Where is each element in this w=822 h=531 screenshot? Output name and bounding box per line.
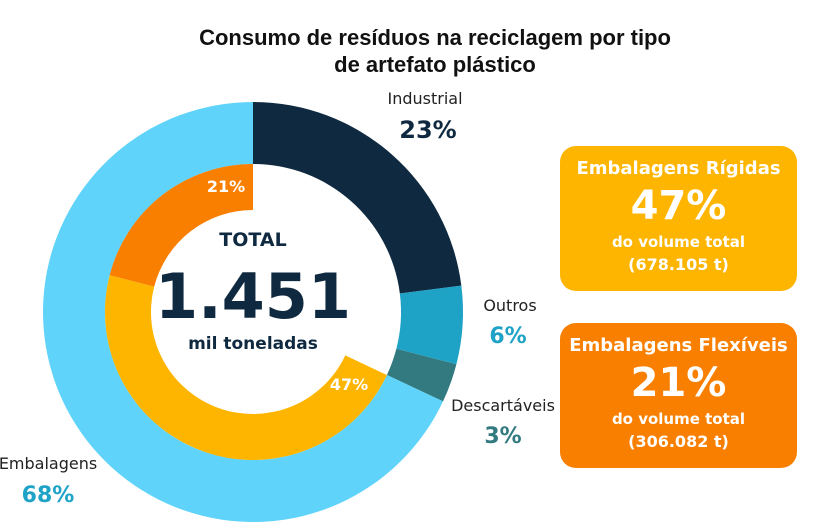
inner-label-flexiveis: 21% <box>207 177 245 196</box>
card-rigid-percent: 47% <box>630 183 727 229</box>
card-flexible-packaging: Embalagens Flexíveis 21% do volume total… <box>560 323 797 468</box>
label-embalagens-value: 68% <box>22 483 75 508</box>
inner-label-rigidas: 47% <box>330 375 368 394</box>
card-rigid-title: Embalagens Rígidas <box>576 158 781 179</box>
chart-title-line-1: Consumo de resíduos na reciclagem por ti… <box>199 25 671 50</box>
chart-title-line-2: de artefato plástico <box>334 52 536 77</box>
card-flex-volume: (306.082 t) <box>628 432 729 451</box>
card-flex-subtitle: do volume total <box>611 410 746 428</box>
center-total-label: TOTAL <box>219 229 286 251</box>
card-flex-percent: 21% <box>630 360 727 406</box>
outer-slice-embalagens <box>43 102 444 522</box>
chart-title: Consumo de resíduos na reciclagem por ti… <box>150 24 720 78</box>
card-rigid-subtitle: do volume total <box>611 233 746 251</box>
label-embalagens-name: Embalagens <box>0 454 97 473</box>
label-industrial-name: Industrial <box>387 89 462 108</box>
outer-slice-descartaveis <box>386 348 457 402</box>
label-descartaveis-name: Descartáveis <box>451 396 555 415</box>
label-outros-value: 6% <box>489 324 526 349</box>
center-total-unit: mil toneladas <box>188 334 318 354</box>
card-rigid-packaging: Embalagens Rígidas 47% do volume total (… <box>560 146 797 291</box>
inner-slice-embalagens-rigidas <box>105 275 387 460</box>
card-rigid-volume: (678.105 t) <box>628 255 729 274</box>
inner-slice-embalagens-flexiveis <box>109 164 253 287</box>
label-outros-name: Outros <box>483 296 536 315</box>
center-total-value: 1.451 <box>155 260 351 333</box>
outer-slice-industrial <box>253 102 462 294</box>
outer-slice-outros <box>396 285 464 365</box>
label-descartaveis-value: 3% <box>484 424 521 449</box>
card-flex-title: Embalagens Flexíveis <box>569 335 788 356</box>
label-industrial-value: 23% <box>399 116 456 144</box>
